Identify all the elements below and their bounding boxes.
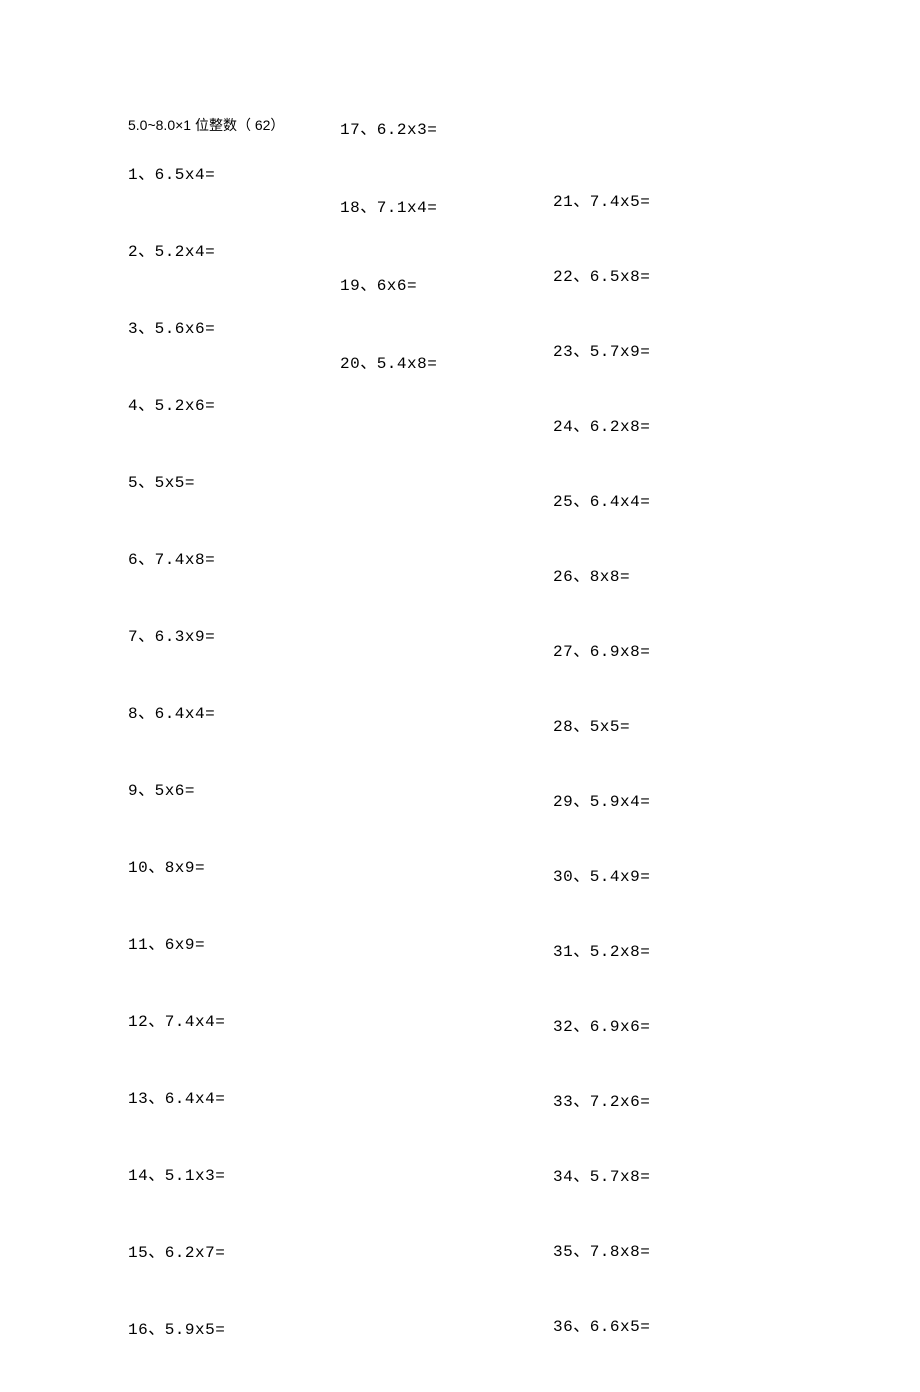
problem-item: 33、7.2x6= (553, 1087, 650, 1111)
problem-item: 14、5.1x3= (128, 1161, 225, 1185)
problem-item: 27、6.9x8= (553, 637, 650, 661)
problem-item: 29、5.9x4= (553, 787, 650, 811)
problem-item: 10、8x9= (128, 853, 225, 877)
problem-item: 20、5.4x8= (340, 349, 437, 373)
problem-item: 8、6.4x4= (128, 699, 225, 723)
problem-item: 19、6x6= (340, 271, 437, 295)
problem-item: 36、6.6x5= (553, 1312, 650, 1336)
problem-item: 35、7.8x8= (553, 1237, 650, 1261)
problem-item: 21、7.4x5= (553, 187, 650, 211)
problem-item: 17、6.2x3= (340, 115, 437, 139)
problem-item: 22、6.5x8= (553, 262, 650, 286)
problem-item: 16、5.9x5= (128, 1315, 225, 1339)
problem-item: 32、6.9x6= (553, 1012, 650, 1036)
problem-item: 26、8x8= (553, 562, 650, 586)
problem-column-3: 21、7.4x5= 22、6.5x8= 23、5.7x9= 24、6.2x8= … (553, 187, 650, 1387)
problem-item: 31、5.2x8= (553, 937, 650, 961)
problem-item: 23、5.7x9= (553, 337, 650, 361)
worksheet-header: 5.0~8.0×1 位整数（ 62） (128, 115, 284, 135)
problem-column-2: 17、6.2x3= 18、7.1x4= 19、6x6= 20、5.4x8= (340, 115, 437, 427)
problem-item: 30、5.4x9= (553, 862, 650, 886)
problem-item: 15、6.2x7= (128, 1238, 225, 1262)
problem-item: 7、6.3x9= (128, 622, 225, 646)
problem-item: 4、5.2x6= (128, 391, 225, 415)
problem-item: 24、6.2x8= (553, 412, 650, 436)
problem-item: 2、5.2x4= (128, 237, 225, 261)
problem-item: 18、7.1x4= (340, 193, 437, 217)
problem-item: 3、5.6x6= (128, 314, 225, 338)
problem-item: 9、5x6= (128, 776, 225, 800)
problem-item: 34、5.7x8= (553, 1162, 650, 1186)
problem-item: 1、6.5x4= (128, 160, 225, 184)
problem-item: 28、5x5= (553, 712, 650, 736)
problem-item: 12、7.4x4= (128, 1007, 225, 1031)
problem-item: 6、7.4x8= (128, 545, 225, 569)
problem-column-1: 1、6.5x4= 2、5.2x4= 3、5.6x6= 4、5.2x6= 5、5x… (128, 160, 225, 1392)
problem-item: 13、6.4x4= (128, 1084, 225, 1108)
problem-item: 5、5x5= (128, 468, 225, 492)
problem-item: 25、6.4x4= (553, 487, 650, 511)
problem-item: 11、6x9= (128, 930, 225, 954)
